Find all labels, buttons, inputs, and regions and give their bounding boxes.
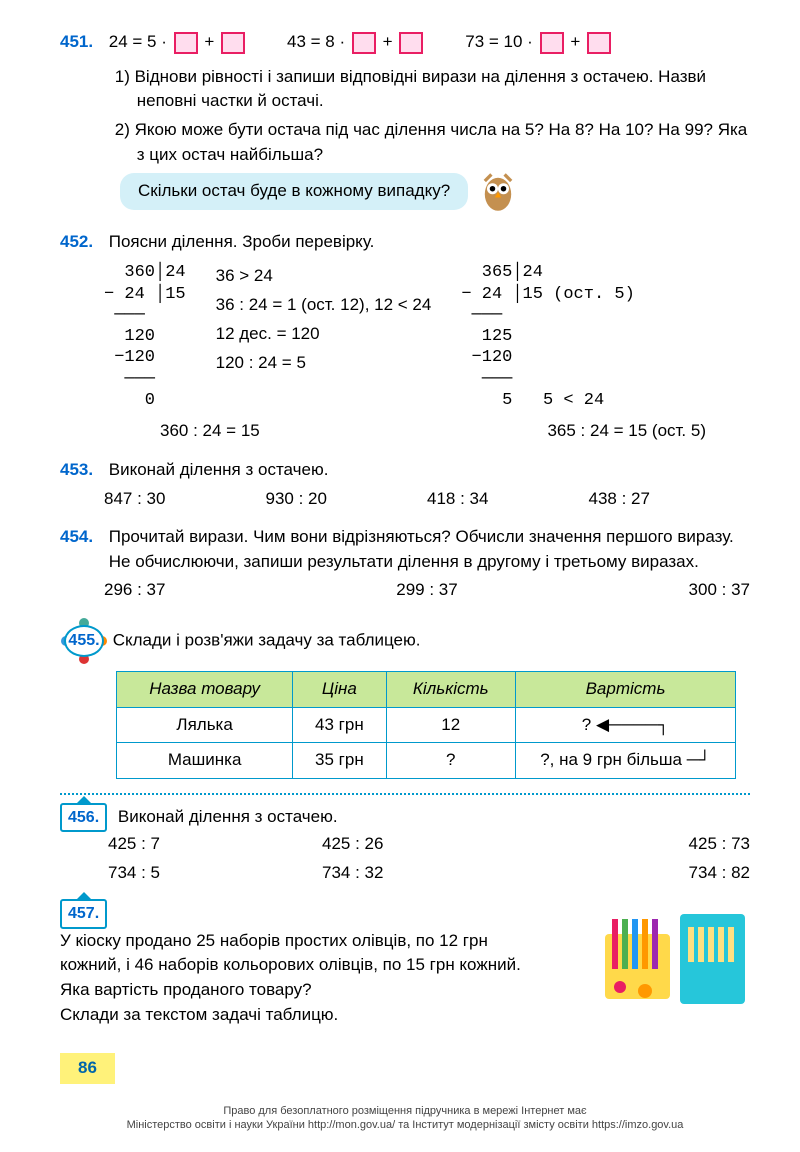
exercise-number: 454. [60, 525, 104, 550]
exercise-454: 454. Прочитай вирази. Чим вони відрізняю… [60, 525, 750, 603]
exercise-text: Склади і розв'яжи задачу за таблицею. [113, 631, 421, 650]
blank-box [221, 32, 245, 54]
homework-badge-icon: 456. [60, 803, 107, 832]
equation-3: 73 = 10 · + [465, 30, 613, 55]
exercise-455: 455. Склади і розв'яжи задачу за таблице… [60, 617, 750, 779]
pencils-icon [600, 899, 750, 1009]
sub-item-1: 1) Віднови рівності і запиши відповідні … [109, 65, 749, 114]
exercise-body: 24 = 5 · + 43 = 8 · + 73 = 10 · + 1) Від… [109, 30, 749, 167]
table-header-row: Назва товару Ціна Кількість Вартість [117, 672, 736, 708]
exercise-451: 451. 24 = 5 · + 43 = 8 · + 73 = 10 · + 1… [60, 30, 750, 216]
long-division-1: 360│24 − 24 │15 ─── 120 −120 ─── 0 [104, 262, 186, 411]
problems-grid: 425 : 7 425 : 26 425 : 73 734 : 5 734 : … [108, 832, 750, 885]
blank-box [587, 32, 611, 54]
explanation: 36 > 24 36 : 24 = 1 (ост. 12), 12 < 24 1… [216, 262, 432, 411]
result-row: 360 : 24 = 15 365 : 24 = 15 (ост. 5) [160, 419, 706, 444]
homework-badge-icon: 457. [60, 899, 107, 928]
result-2: 365 : 24 = 15 (ост. 5) [547, 419, 706, 444]
goods-table: Назва товару Ціна Кількість Вартість Лял… [116, 671, 736, 779]
division-work: 360│24 − 24 │15 ─── 120 −120 ─── 0 36 > … [104, 262, 750, 411]
exercise-number: 452. [60, 230, 104, 255]
blank-box [399, 32, 423, 54]
hint-bubble: Скільки остач буде в кожному випадку? [120, 173, 468, 210]
blank-box [352, 32, 376, 54]
arrow-left-icon: ◀────┐ [596, 715, 669, 734]
exercise-452: 452. Поясни ділення. Зроби перевірку. 36… [60, 230, 750, 444]
footer: Право для безоплатного розміщення підруч… [60, 1104, 750, 1133]
long-division-2: 365│24 − 24 │15 (ост. 5) ─── 125 −120 ──… [461, 262, 634, 411]
homework-divider [60, 793, 750, 795]
exercise-number: 451. [60, 30, 104, 55]
page-number: 86 [60, 1053, 115, 1084]
table-row: Машинка 35 грн ? ?, на 9 грн більша ─┘ [117, 743, 736, 779]
blank-box [540, 32, 564, 54]
exercise-text: Поясни ділення. Зроби перевірку. [109, 230, 749, 255]
exercise-457: 457. У кіоску продано 25 наборів простих… [60, 899, 750, 1027]
owl-icon [476, 170, 520, 214]
table-row: Лялька 43 грн 12 ? ◀────┐ [117, 707, 736, 743]
exercise-text: Виконай ділення з остачею. [109, 458, 749, 483]
group-badge-icon: 455. [60, 617, 108, 665]
exercise-number: 453. [60, 458, 104, 483]
result-1: 360 : 24 = 15 [160, 419, 260, 444]
problems-row: 847 : 30 930 : 20 418 : 34 438 : 27 [104, 487, 750, 512]
equation-row: 24 = 5 · + 43 = 8 · + 73 = 10 · + [109, 30, 749, 55]
exercise-453: 453. Виконай ділення з остачею. 847 : 30… [60, 458, 750, 511]
equation-1: 24 = 5 · + [109, 30, 247, 55]
exercise-text: Прочитай вирази. Чим вони відрізняються?… [109, 525, 749, 574]
blank-box [174, 32, 198, 54]
equation-2: 43 = 8 · + [287, 30, 425, 55]
exercise-body: У кіоску продано 25 наборів простих олів… [60, 929, 540, 1028]
sub-item-2: 2) Якою може бути остача під час ділення… [109, 118, 749, 167]
exercise-456: 456. Виконай ділення з остачею. 425 : 7 … [60, 803, 750, 885]
exercise-text: Виконай ділення з остачею. [118, 807, 338, 826]
problems-row: 296 : 37 299 : 37 300 : 37 [104, 578, 750, 603]
